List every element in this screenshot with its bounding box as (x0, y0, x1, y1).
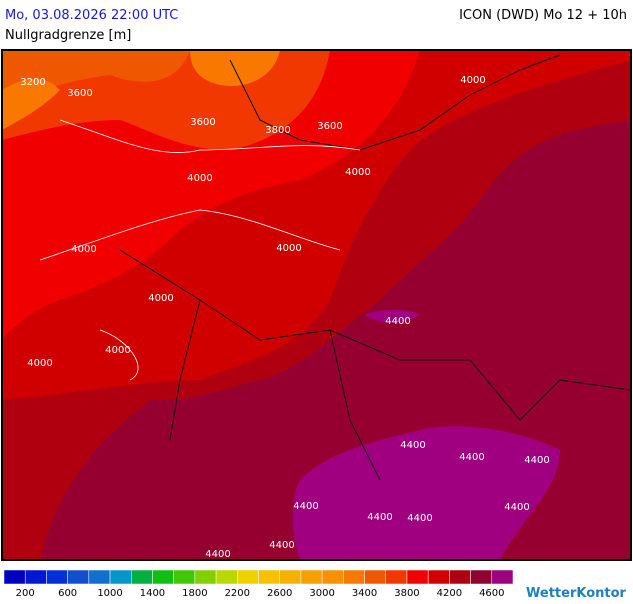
legend-swatch (491, 569, 514, 585)
contour-labels: 3200 3600 3600 3800 3600 4000 4000 4000 4000 4000… (20, 75, 549, 560)
legend-swatch (24, 569, 47, 585)
legend-label: 4200 (437, 588, 462, 599)
legend-swatch (131, 569, 153, 585)
contour-label: 4000 (460, 75, 485, 86)
contour-label: 4000 (27, 358, 52, 369)
legend-swatch (88, 569, 111, 585)
legend-swatch (364, 569, 386, 585)
legend-label: 4600 (479, 588, 504, 599)
legend: 200 600 1000 1400 1800 2200 2600 3000 3400 3800 42… (3, 569, 514, 599)
legend-label: 2600 (267, 588, 292, 599)
contour-label: 4400 (524, 455, 549, 466)
legend-swatch (343, 569, 365, 585)
model-run: ICON (DWD) Mo 12 + 10h (459, 8, 627, 23)
legend-swatch (279, 569, 302, 585)
legend-swatch (300, 569, 323, 585)
legend-swatch (258, 569, 280, 585)
contour-label: 4000 (187, 173, 212, 184)
contour-label: 4400 (293, 501, 318, 512)
contour-label: 4400 (367, 512, 392, 523)
contour-label: 3600 (190, 117, 215, 128)
contour-label: 3200 (20, 77, 45, 88)
legend-swatch (385, 569, 408, 585)
legend-label: 1400 (140, 588, 165, 599)
legend-label: 1000 (97, 588, 122, 599)
contour-label: 4000 (276, 243, 301, 254)
legend-label: 600 (58, 588, 77, 599)
contour-label: 4400 (459, 452, 484, 463)
legend-swatch (406, 569, 429, 585)
legend-swatch (109, 569, 132, 585)
contour-label: 4400 (407, 513, 432, 524)
contour-label: 4400 (385, 316, 410, 327)
contour-label: 4400 (269, 540, 294, 551)
legend-label: 200 (16, 588, 35, 599)
map (1, 49, 632, 561)
contour-label: 3800 (265, 125, 290, 136)
legend-swatch (427, 569, 450, 585)
legend-swatch (470, 569, 493, 585)
legend-label: 2200 (225, 588, 250, 599)
legend-swatch (449, 569, 471, 585)
contour-label: 4000 (148, 293, 173, 304)
logo: WetterKontor (526, 586, 627, 600)
legend-swatch (3, 569, 26, 585)
contour-label: 3600 (67, 88, 92, 99)
legend-label: 1800 (182, 588, 207, 599)
legend-swatch (321, 569, 344, 585)
contour-label: 4400 (400, 440, 425, 451)
legend-swatch (152, 569, 174, 585)
legend-label: 3000 (309, 588, 334, 599)
contour-label: 4400 (205, 549, 230, 560)
legend-swatch (215, 569, 238, 585)
contour-label: 4000 (105, 345, 130, 356)
contour-label: 4000 (345, 167, 370, 178)
legend-swatch (237, 569, 259, 585)
legend-swatch (194, 569, 217, 585)
contour-label: 3600 (317, 121, 342, 132)
legend-swatch (67, 569, 90, 585)
datetime: Mo, 03.08.2026 22:00 UTC (5, 8, 178, 23)
contour-label: 4400 (504, 502, 529, 513)
parameter: Nullgradgrenze [m] (5, 28, 131, 43)
contour-label: 4000 (71, 244, 96, 255)
legend-label: 3400 (352, 588, 377, 599)
legend-swatch (173, 569, 196, 585)
legend-swatch (46, 569, 68, 585)
legend-label: 3800 (394, 588, 419, 599)
